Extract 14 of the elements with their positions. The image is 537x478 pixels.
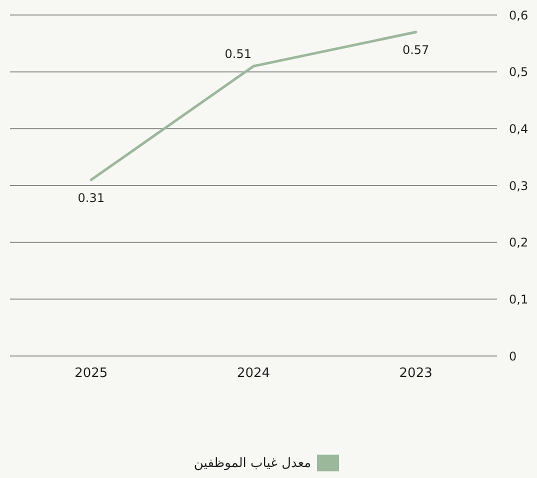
x-tick-label: 2023 xyxy=(399,366,432,382)
data-label: 0.31 xyxy=(78,190,105,205)
y-tick-label: 0,5 xyxy=(509,65,528,80)
y-tick-label: 0,6 xyxy=(509,8,528,22)
x-tick-label: 2025 xyxy=(74,366,108,382)
y-tick-label: 0,3 xyxy=(509,178,528,193)
data-label: 0.57 xyxy=(402,43,430,58)
data-label: 0.51 xyxy=(224,47,252,62)
y-tick-label: 0 xyxy=(509,349,517,364)
y-tick-label: 0,1 xyxy=(509,292,528,306)
y-tick-label: 0,2 xyxy=(509,236,528,250)
legend-label: معدل غياب الموظفين xyxy=(194,456,312,471)
x-tick-label: 2024 xyxy=(236,366,270,382)
y-tick-label: 0,4 xyxy=(509,122,528,136)
